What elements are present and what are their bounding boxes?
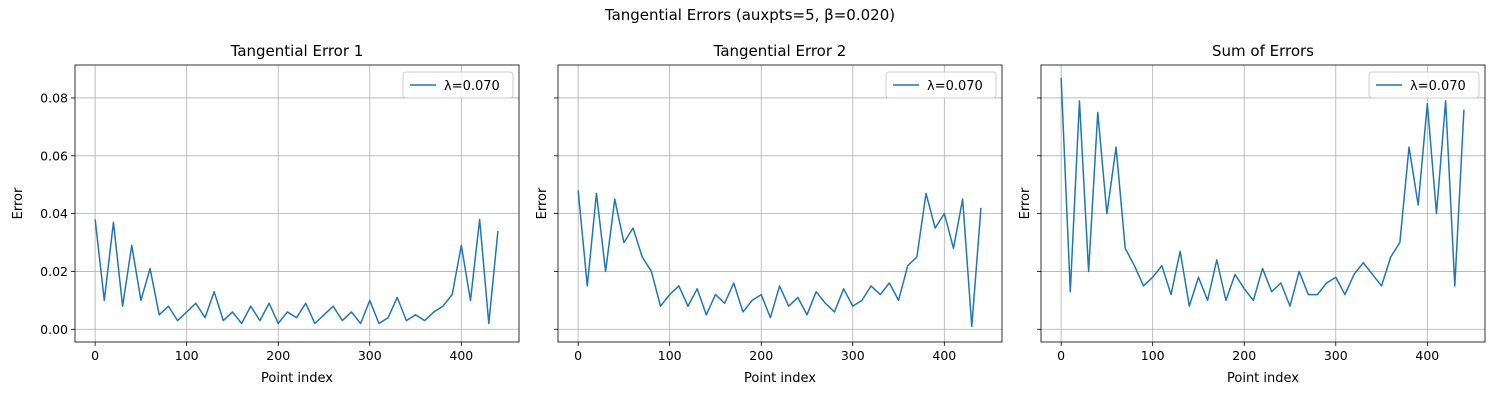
y-tick-label: 0.02 [40,264,68,279]
y-axis-label: Error [535,187,550,219]
x-tick-label: 100 [1141,348,1165,363]
y-tick-label: 0.08 [40,90,68,105]
subplot: 0 100 200 300 400 Sum of Errors Point index Err… [1018,42,1486,386]
x-tick-label: 100 [658,348,682,363]
x-tick-label: 400 [1415,348,1439,363]
y-axis-label: Error [11,187,26,219]
subplot: 0 100 200 300 400 Tangential Error 2 Point ind… [535,42,1003,386]
figure-title: Tangential Errors (auxpts=5, β=0.020) [604,6,895,24]
x-axis-label: Point index [744,371,816,386]
legend-box [885,71,997,99]
y-tick-label: 0.06 [40,148,68,163]
x-tick-label: 300 [841,348,865,363]
x-tick-label: 0 [91,348,99,363]
x-tick-label: 400 [449,348,473,363]
subplot-title: Tangential Error 1 [230,42,364,60]
legend-label: λ=0.070 [444,79,500,94]
data-line [1060,77,1465,307]
x-tick-label: 0 [574,348,582,363]
x-tick-label: 200 [1232,348,1256,363]
x-tick-label: 200 [266,348,290,363]
x-axis-label: Point index [1227,371,1299,386]
y-axis-label: Error [1018,187,1033,219]
axes-frame [74,64,520,343]
subplot: 0 100 200 300 400 0.00 0.02 0.04 0.06 0.08 Tangent… [11,42,520,386]
axes-frame [557,64,1003,343]
legend-label: λ=0.070 [1410,79,1466,94]
data-line [94,218,499,325]
y-tick-label: 0.04 [40,206,68,221]
x-axis-label: Point index [261,371,333,386]
legend-box [1368,71,1480,99]
x-tick-label: 0 [1057,348,1065,363]
axes-frame [1040,64,1486,343]
legend-label: λ=0.070 [927,79,983,94]
x-tick-label: 100 [175,348,199,363]
x-tick-label: 400 [932,348,956,363]
y-tick-label: 0.00 [40,322,68,337]
x-tick-label: 200 [749,348,773,363]
subplot-title: Tangential Error 2 [713,42,847,60]
data-line [577,190,982,328]
legend-box [402,71,514,99]
subplot-title: Sum of Errors [1212,42,1314,60]
x-tick-label: 300 [1324,348,1348,363]
x-tick-label: 300 [358,348,382,363]
